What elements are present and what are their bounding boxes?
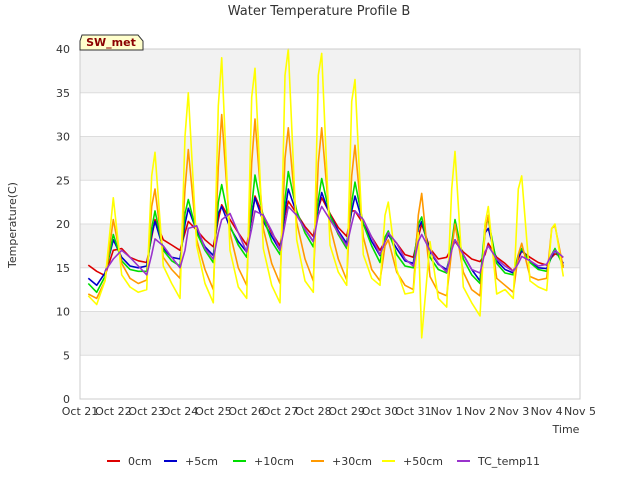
y-tick-label: 10 <box>56 306 70 319</box>
x-tick-label: Oct 26 <box>228 405 265 418</box>
y-tick-label: 15 <box>56 262 70 275</box>
x-tick-label: Oct 27 <box>262 405 299 418</box>
legend-item: +5cm <box>164 455 218 468</box>
plot-band <box>80 136 580 181</box>
x-tick-label: Nov 1 <box>431 405 463 418</box>
plot-band <box>80 49 580 93</box>
x-tick-label: Oct 24 <box>162 405 199 418</box>
y-tick-label: 35 <box>56 87 70 100</box>
y-tick-labels: 0 5 10 15 20 25 30 35 40 <box>56 43 70 406</box>
chart-title: Water Temperature Profile B <box>228 4 411 19</box>
legend-item: 0cm <box>107 455 152 468</box>
x-tick-label: Nov 2 <box>464 405 496 418</box>
x-tick-label: Nov 4 <box>531 405 563 418</box>
x-tick-label: Oct 22 <box>95 405 132 418</box>
plot-band <box>80 311 580 356</box>
x-tick-label: Nov 5 <box>564 405 596 418</box>
legend-item: +10cm <box>233 455 294 468</box>
x-tick-label: Oct 21 <box>62 405 99 418</box>
x-axis-label: Time <box>552 423 580 436</box>
legend-item: +50cm <box>382 455 443 468</box>
x-tick-label: Oct 29 <box>328 405 365 418</box>
y-tick-label: 0 <box>63 393 70 406</box>
y-tick-label: 30 <box>56 131 70 144</box>
legend-label: 0cm <box>128 455 152 468</box>
legend-item: +30cm <box>311 455 372 468</box>
x-tick-label: Oct 28 <box>295 405 332 418</box>
legend-label: TC_temp11 <box>477 455 540 468</box>
y-tick-label: 5 <box>63 349 70 362</box>
x-tick-label: Nov 3 <box>497 405 529 418</box>
series-line-30cm <box>87 113 565 300</box>
y-tick-label: 20 <box>56 218 70 231</box>
station-badge-label: SW_met <box>86 36 136 49</box>
legend-label: +50cm <box>403 455 443 468</box>
x-tick-label: Oct 31 <box>395 405 432 418</box>
plot-frame <box>79 48 581 400</box>
legend-label: +30cm <box>332 455 372 468</box>
series-lines <box>87 48 565 339</box>
legend: 0cm +5cm +10cm +30cm +50cm TC_temp11 <box>107 455 540 468</box>
x-tick-label: Oct 25 <box>195 405 232 418</box>
series-line-tctemp11 <box>104 205 564 276</box>
legend-label: +10cm <box>254 455 294 468</box>
series-line-50cm <box>87 48 565 339</box>
x-tick-label: Oct 30 <box>362 405 399 418</box>
station-badge: SW_met <box>79 34 144 51</box>
x-tick-label: Oct 23 <box>128 405 165 418</box>
y-axis-label: Temperature(C) <box>6 182 19 269</box>
legend-item: TC_temp11 <box>457 455 540 468</box>
y-tick-label: 25 <box>56 174 70 187</box>
legend-label: +5cm <box>185 455 218 468</box>
y-tick-label: 40 <box>56 43 70 56</box>
